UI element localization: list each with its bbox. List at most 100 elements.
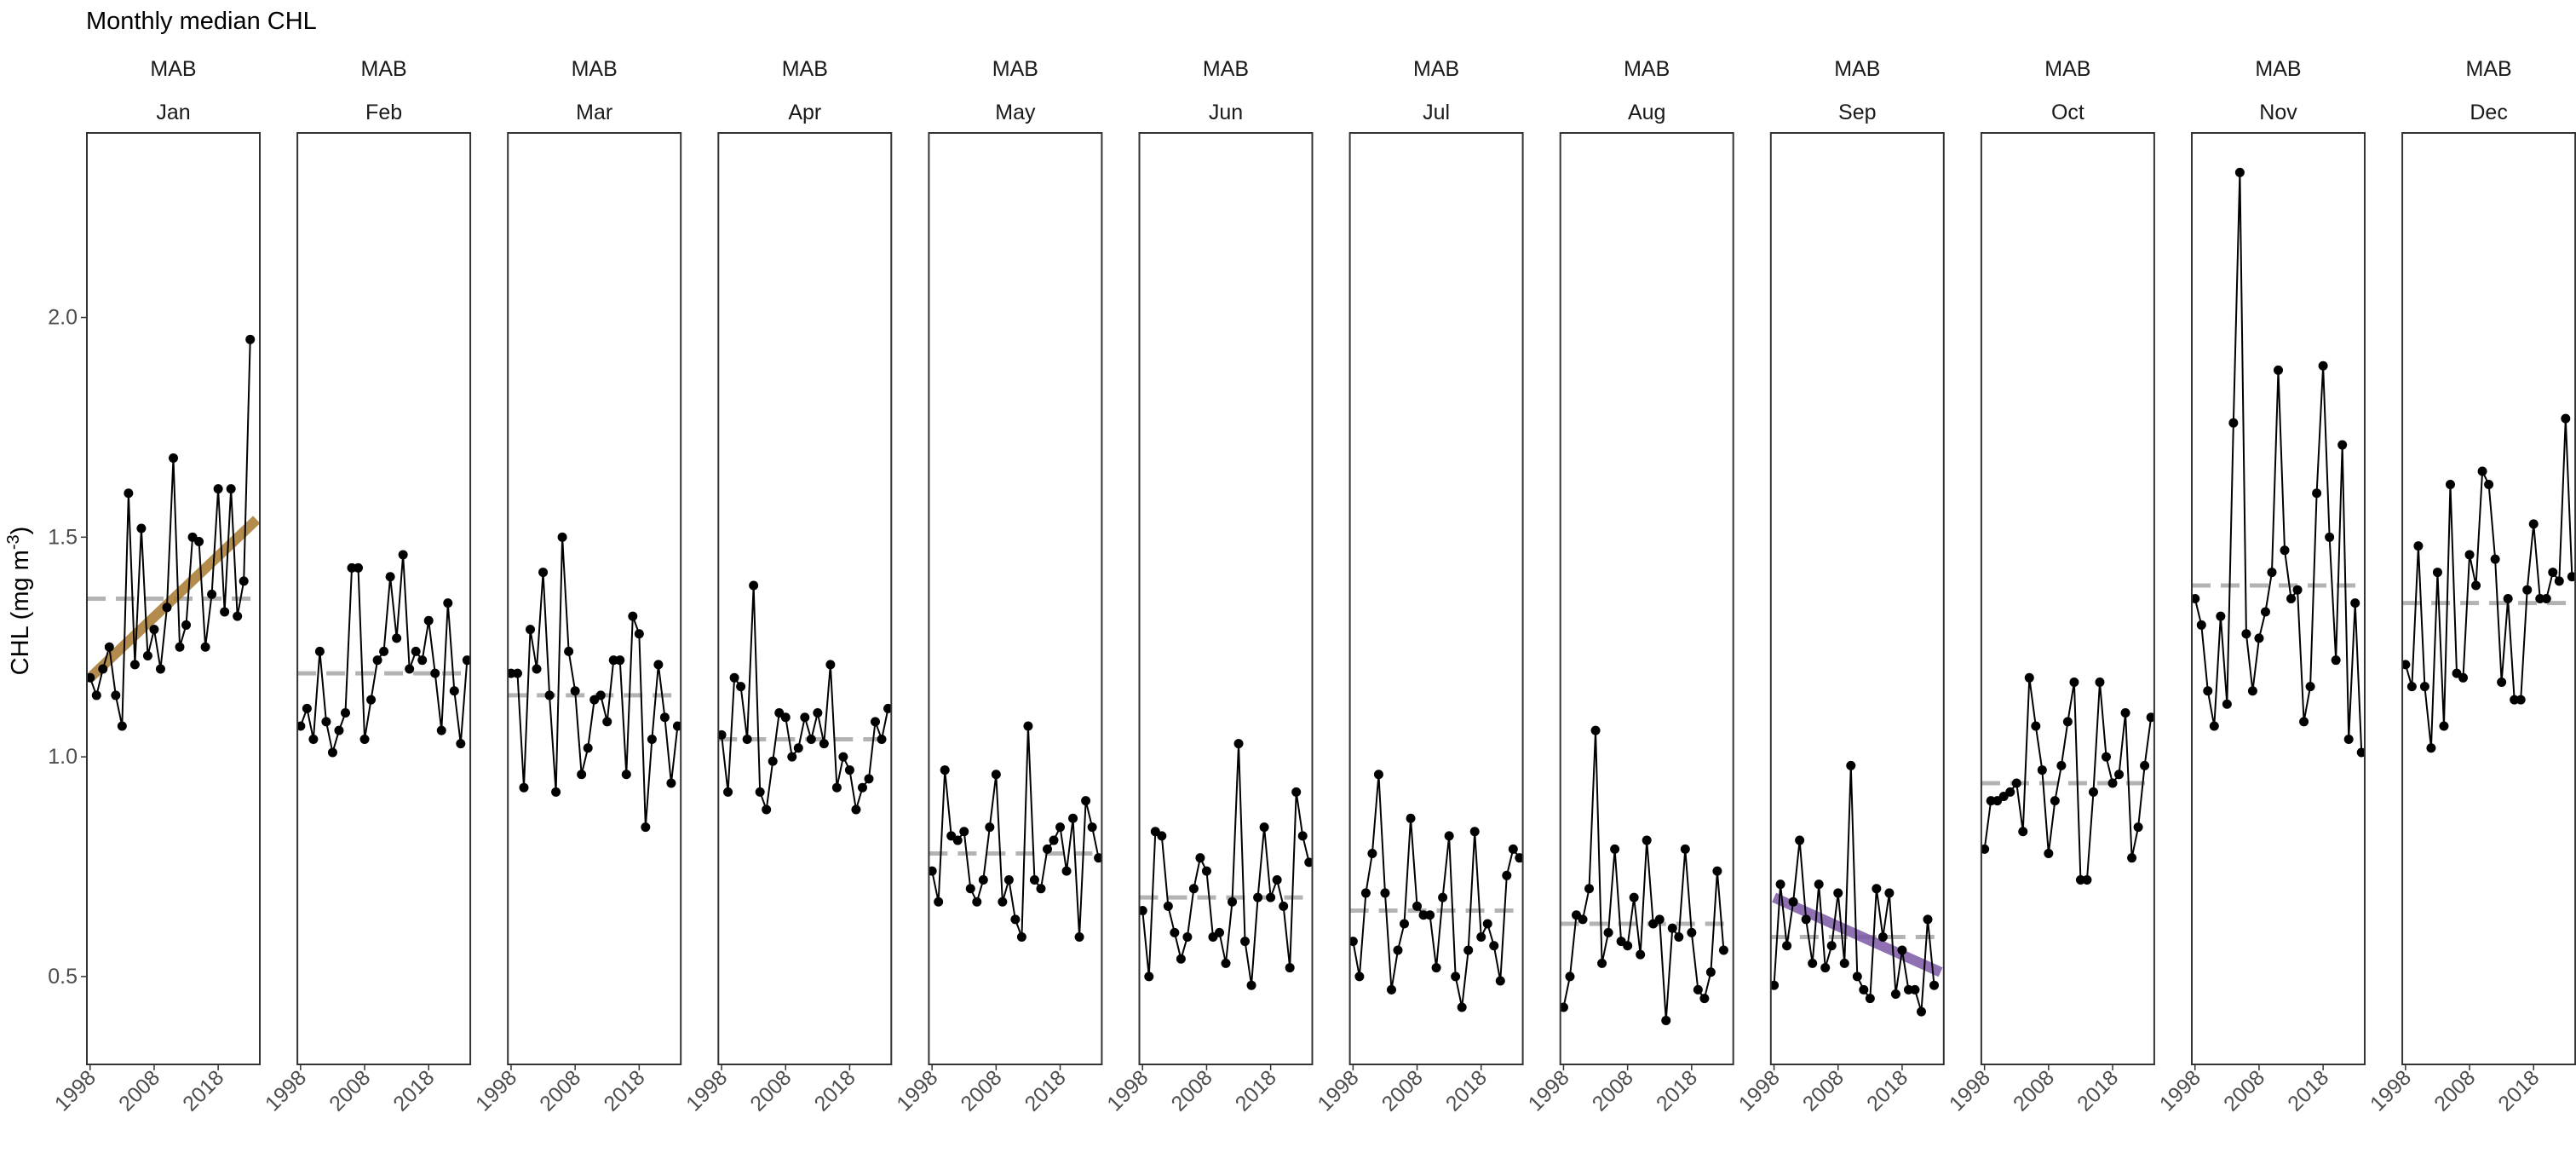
data-point [2458,672,2469,683]
trend-line [87,516,260,682]
data-point [1373,770,1383,780]
data-point [1833,888,1843,898]
data-point [742,734,752,744]
y-tick-label: 2.0 [48,306,78,330]
data-point [1386,984,1396,995]
data-point [302,703,312,713]
x-tick-label: 2018 [1021,1065,1071,1116]
data-point [877,734,887,744]
data-point [1259,822,1269,833]
facet-panel-apr: MAB Apr 1998 2008 2018 [681,57,893,1116]
data-point [595,690,606,701]
data-point [411,646,421,656]
strip-label-month: Dec [2470,101,2507,124]
series-line [1562,730,1725,1021]
data-point [1852,972,1862,982]
data-point [577,770,587,780]
data-point [327,747,337,758]
strip-label-region: MAB [782,57,828,81]
panel-plot-area [1139,739,1313,990]
y-axis: 0.5 1.0 1.5 2.0 [48,306,87,989]
data-point [2133,822,2143,833]
data-point [2192,594,2200,603]
data-point [1910,984,1920,995]
data-point [1367,849,1377,859]
data-point [2234,167,2245,177]
data-point [2356,747,2365,758]
x-tick-label: 2018 [1652,1065,1702,1116]
facet-panel-mar: MAB Mar 1998 2008 2018 [471,57,682,1116]
data-point [1782,941,1792,951]
panel-border [2401,132,2576,1065]
data-point [1903,984,1913,995]
data-point [104,642,114,652]
data-point [181,620,192,630]
data-point [1826,941,1837,951]
data-point [2312,488,2322,499]
data-point [2471,580,2481,591]
data-point [564,646,574,656]
data-point [1654,914,1665,925]
data-point [838,752,848,762]
data-point [2102,752,2112,762]
data-point [1380,888,1390,898]
data-point [2406,682,2417,692]
data-point [1642,835,1652,845]
data-point [1438,892,1448,902]
data-point [551,787,561,797]
data-point [755,787,765,797]
data-point [1820,963,1831,973]
panel-plot-area [929,721,1102,942]
data-point [1170,927,1180,937]
series-line [2404,418,2573,748]
data-point [430,668,440,678]
x-tick-label: 2008 [325,1065,375,1116]
data-point [1214,927,1224,937]
data-point [462,655,471,666]
x-tick-label: 2018 [1441,1065,1492,1116]
data-point [321,717,331,727]
data-point [991,770,1001,780]
strip-label-month: Sep [1838,101,1876,124]
data-point [2432,568,2442,578]
x-tick-label: 2018 [599,1065,649,1116]
data-point [1578,914,1588,925]
data-point [2050,796,2060,806]
data-point [2196,620,2206,630]
data-point [226,484,236,494]
data-point [998,897,1008,907]
data-point [1808,958,1818,968]
data-point [2037,765,2047,776]
panel-border [296,132,472,1065]
data-point [1010,914,1021,925]
data-point [2337,440,2348,450]
data-point [1291,787,1302,797]
data-point [354,562,364,573]
data-point [557,532,567,542]
data-point [647,734,657,744]
data-point [2503,594,2513,603]
panel-border [1138,132,1314,1065]
data-point [1687,927,1697,937]
data-point [736,682,746,692]
data-point [417,655,428,666]
data-point [793,743,803,753]
x-tick-label: 2008 [1167,1065,1217,1116]
data-point [1495,976,1505,986]
data-point [334,725,344,735]
data-point [2274,365,2283,375]
data-point [1042,844,1052,854]
y-axis-label-main: CHL (mg m [7,550,34,675]
data-point [359,734,370,744]
panel-border [86,132,261,1065]
trend-line [1772,892,1943,977]
data-point [1049,835,1059,845]
data-point [806,734,816,744]
data-point [2567,572,2576,582]
data-point [1859,984,1869,995]
data-point [1400,919,1410,929]
y-tick-label: 1.0 [48,745,78,769]
data-point [149,625,159,635]
data-point [787,752,797,762]
